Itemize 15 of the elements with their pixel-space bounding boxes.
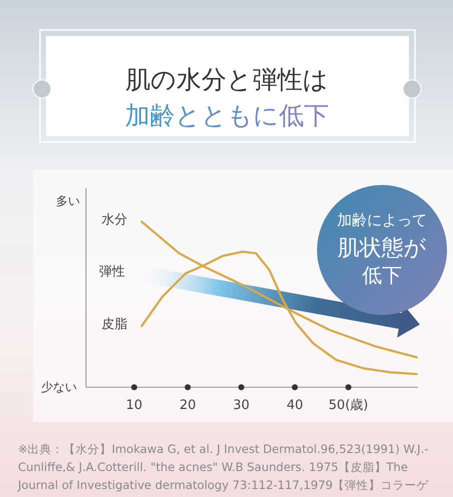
text: ※出典：【水分】Imokawa G, et al. J Invest Dermatol.96,523(1991) W.J.-Cunliffe,& J.A.Cotterill. "the acnes" W.B Saunders. 1975【皮脂】The Journal of Investigative dermatology 73:112-117,1979【弾性】コラーゲ	[18, 441, 430, 494]
series-label: 水分	[102, 212, 128, 228]
x-tick-label: 30	[233, 398, 250, 413]
chart-title: 肌の水分と弾性は	[126, 65, 328, 94]
picture-badge: 加齢によって肌状態が低下	[317, 185, 447, 315]
chart-subtitle: 加齢とともに低下	[125, 101, 329, 130]
x-tick-label: 50(歳)	[328, 398, 368, 413]
series-label: 皮脂	[102, 317, 128, 332]
x-tick-label: 40	[286, 398, 304, 413]
annotation: 加齢によって肌状態が低下	[337, 211, 427, 287]
text: 多い	[56, 194, 80, 208]
x-tick-label: 20	[179, 398, 196, 413]
x-tick-label: 10	[126, 398, 142, 413]
text: 少ない	[41, 380, 77, 394]
series-label: 弾性	[99, 264, 126, 280]
